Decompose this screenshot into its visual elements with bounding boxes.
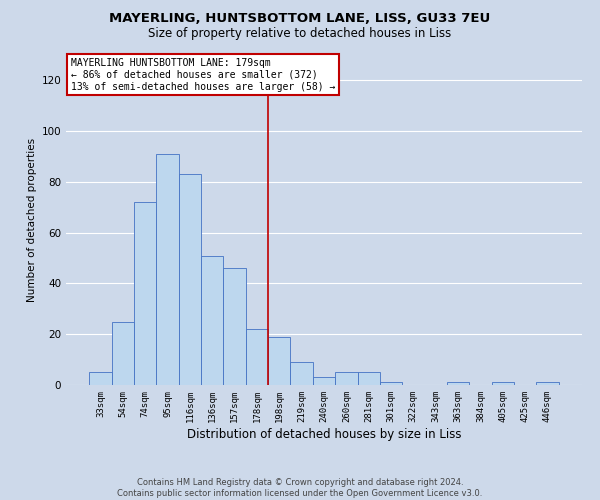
Bar [134, 202, 157, 385]
Bar [536, 382, 559, 385]
Bar [223, 268, 246, 385]
Bar [290, 362, 313, 385]
Bar [112, 322, 134, 385]
Bar [380, 382, 402, 385]
Text: MAYERLING HUNTSBOTTOM LANE: 179sqm
← 86% of detached houses are smaller (372)
13: MAYERLING HUNTSBOTTOM LANE: 179sqm ← 86%… [71, 58, 335, 92]
Bar [89, 372, 112, 385]
Bar [157, 154, 179, 385]
Text: Size of property relative to detached houses in Liss: Size of property relative to detached ho… [148, 28, 452, 40]
Bar [246, 329, 268, 385]
Bar [201, 256, 223, 385]
Text: MAYERLING, HUNTSBOTTOM LANE, LISS, GU33 7EU: MAYERLING, HUNTSBOTTOM LANE, LISS, GU33 … [109, 12, 491, 26]
Bar [491, 382, 514, 385]
X-axis label: Distribution of detached houses by size in Liss: Distribution of detached houses by size … [187, 428, 461, 440]
Bar [179, 174, 201, 385]
Bar [447, 382, 469, 385]
Bar [358, 372, 380, 385]
Bar [268, 337, 290, 385]
Bar [335, 372, 358, 385]
Bar [313, 378, 335, 385]
Y-axis label: Number of detached properties: Number of detached properties [27, 138, 37, 302]
Text: Contains HM Land Registry data © Crown copyright and database right 2024.
Contai: Contains HM Land Registry data © Crown c… [118, 478, 482, 498]
